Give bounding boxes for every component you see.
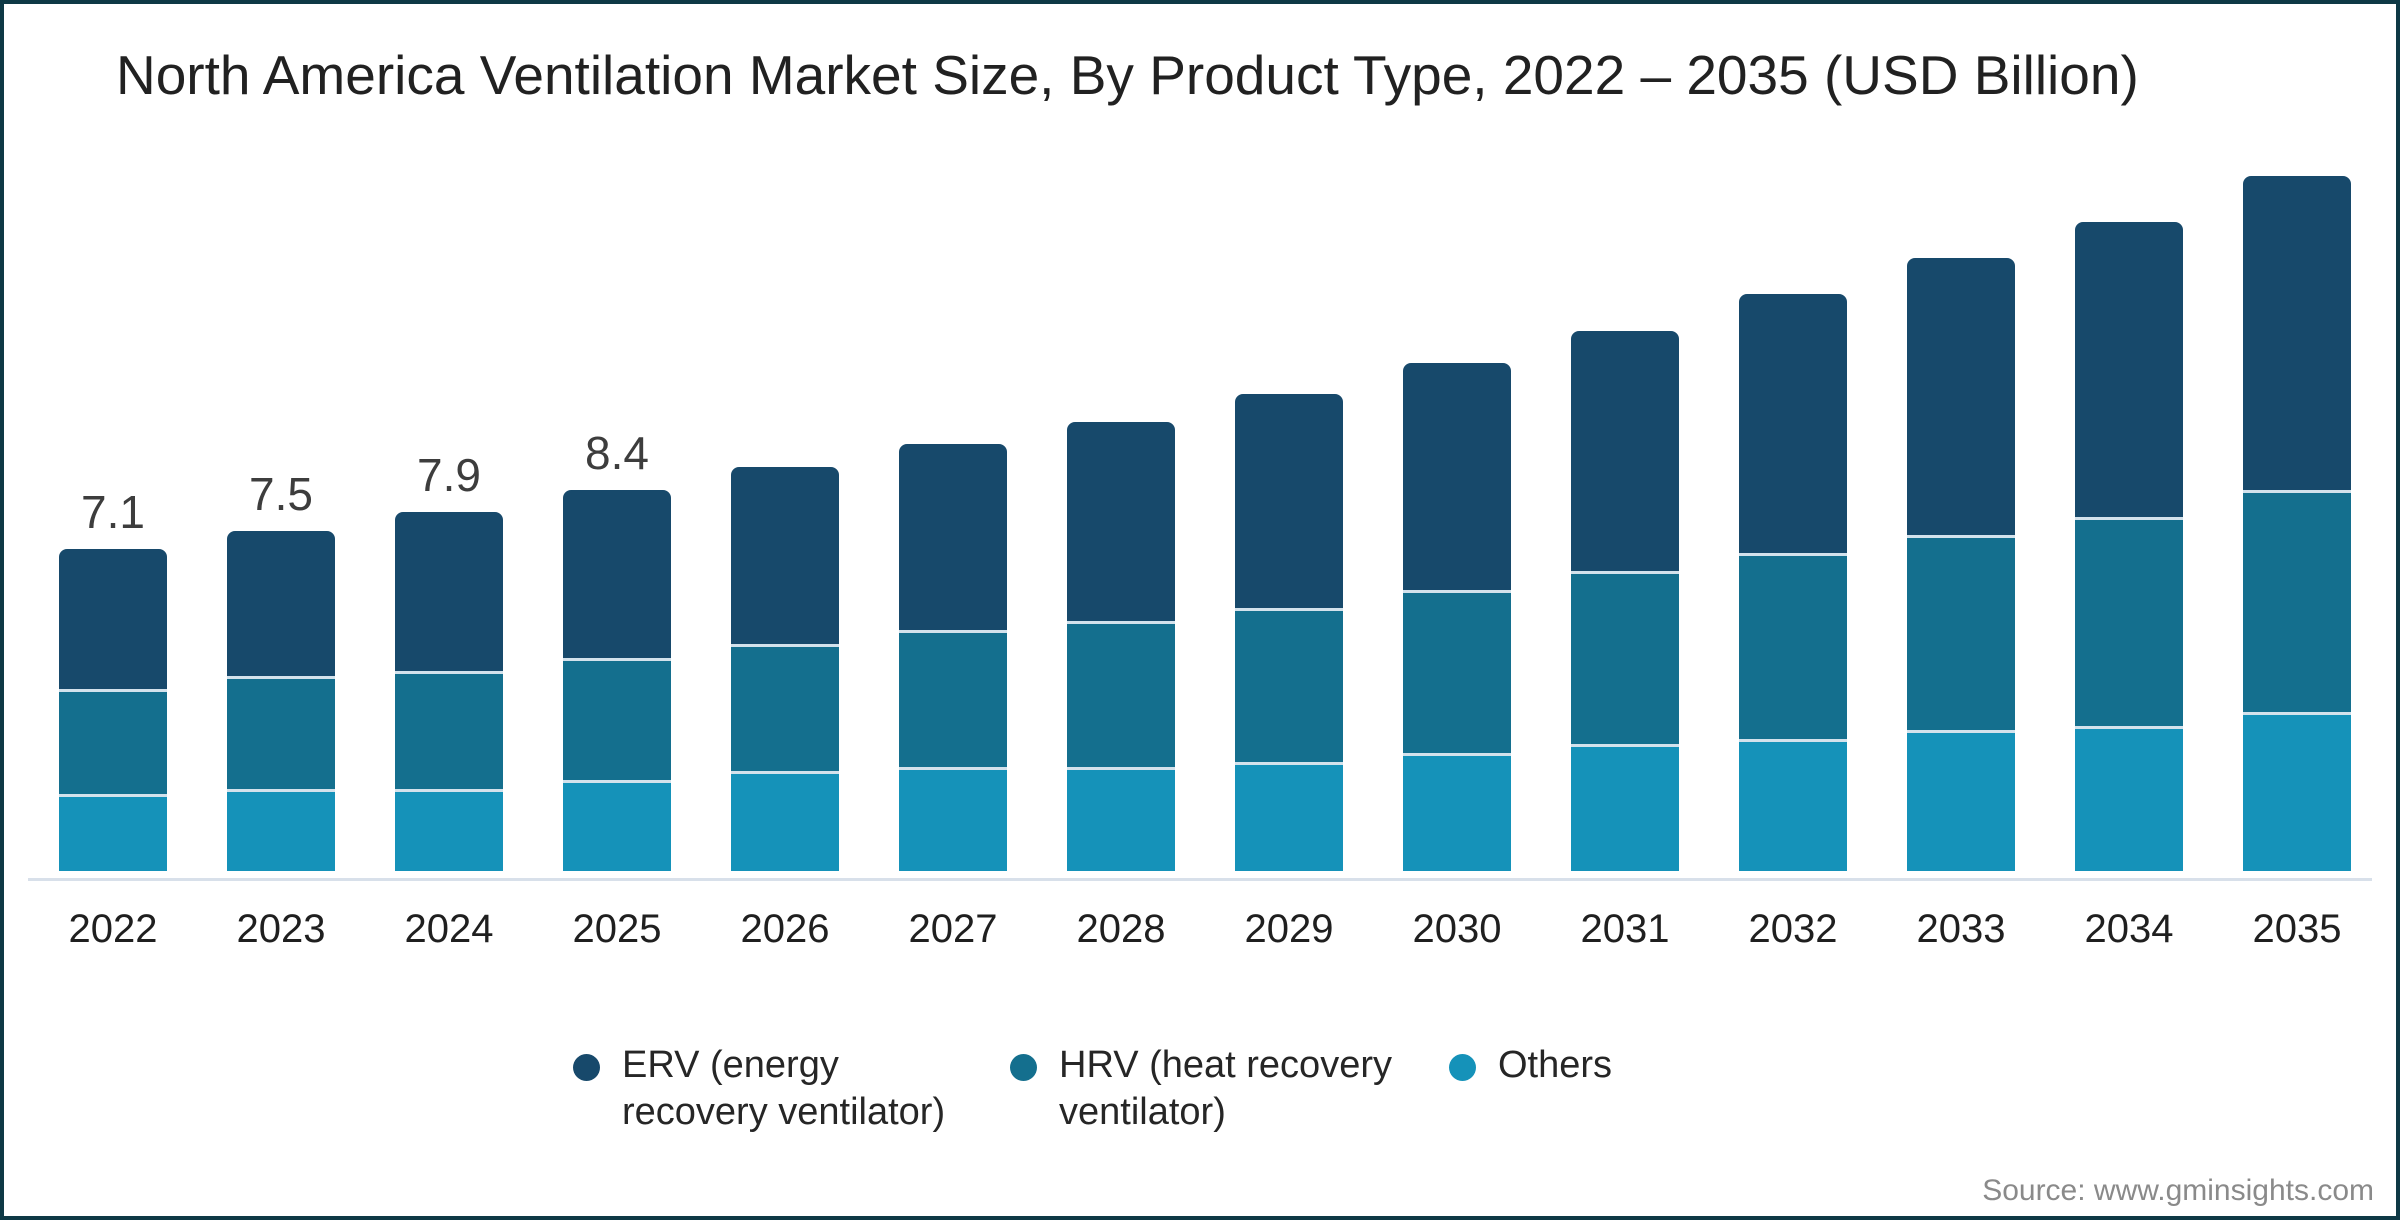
x-axis-label-2034: 2034	[2084, 907, 2174, 951]
bar-segment-hrv-2031	[1571, 571, 1679, 744]
bar-segment-others-2035	[2243, 712, 2351, 871]
x-axis-label-2027: 2027	[908, 907, 998, 951]
bar-segment-hrv-2022	[59, 689, 167, 794]
bar-segment-hrv-2025	[563, 657, 671, 781]
bar-segment-hrv-2026	[731, 644, 839, 772]
bar-segment-erv-2028	[1067, 421, 1175, 622]
bar-segment-hrv-2024	[395, 671, 503, 790]
legend-label-others: Others	[1498, 1042, 1612, 1089]
bar-2022	[59, 548, 167, 871]
x-axis-label-2030: 2030	[1412, 907, 1502, 951]
legend-swatch-erv-icon	[573, 1054, 600, 1081]
bar-segment-others-2030	[1403, 752, 1511, 871]
bar-segment-erv-2026	[731, 466, 839, 644]
bar-segment-hrv-2032	[1739, 553, 1847, 740]
legend-label-others-line1: Others	[1498, 1044, 1613, 1086]
bar-segment-others-2028	[1067, 766, 1175, 871]
bar-segment-others-2026	[731, 771, 839, 871]
bar-segment-erv-2035	[2243, 176, 2351, 490]
bar-2030	[1403, 362, 1511, 871]
bar-segment-erv-2025	[563, 489, 671, 658]
legend-label-hrv-line2: ventilator)	[1059, 1091, 1226, 1133]
x-axis-label-2035: 2035	[2252, 907, 2342, 951]
bar-segment-others-2032	[1739, 739, 1847, 871]
bar-segment-erv-2034	[2075, 221, 2183, 517]
bar-segment-erv-2027	[899, 444, 1007, 631]
bar-2028	[1067, 421, 1175, 871]
bar-2024	[395, 512, 503, 871]
bar-segment-hrv-2035	[2243, 489, 2351, 713]
bar-segment-erv-2029	[1235, 394, 1343, 608]
bar-2031	[1571, 330, 1679, 871]
bar-segment-others-2033	[1907, 730, 2015, 871]
legend-swatch-others-icon	[1449, 1054, 1476, 1081]
bar-value-label-2025: 8.4	[585, 426, 649, 479]
bar-segment-others-2024	[395, 789, 503, 871]
x-axis-label-2029: 2029	[1244, 907, 1334, 951]
plot-area: 7.1 2022 7.5 2023 7.9 2024 8.4 2025 2026 2027 2028…	[4, 4, 2396, 1216]
bar-2034	[2075, 221, 2183, 871]
bar-segment-hrv-2023	[227, 675, 335, 790]
x-axis-label-2026: 2026	[740, 907, 830, 951]
bar-segment-erv-2022	[59, 548, 167, 690]
source-note: Source: www.gminsights.com	[1982, 1174, 2374, 1207]
bar-2032	[1739, 294, 1847, 871]
x-axis-label-2033: 2033	[1916, 907, 2006, 951]
bar-segment-erv-2024	[395, 512, 503, 672]
chart-title: North America Ventilation Market Size, B…	[116, 44, 2139, 106]
bar-segment-erv-2023	[227, 530, 335, 676]
bar-segment-erv-2030	[1403, 362, 1511, 590]
legend-item-hrv: HRV (heat recovery ventilator)	[1010, 1042, 1392, 1136]
legend-swatch-hrv-icon	[1010, 1054, 1037, 1081]
legend-label-erv: ERV (energy recovery ventilator)	[622, 1042, 945, 1136]
bar-segment-hrv-2033	[1907, 535, 2015, 731]
bar-value-label-2022: 7.1	[81, 485, 145, 538]
bar-value-label-2023: 7.5	[249, 467, 313, 520]
bar-2023	[227, 530, 335, 872]
x-axis-line	[28, 878, 2372, 881]
bar-segment-others-2034	[2075, 725, 2183, 871]
bar-segment-hrv-2029	[1235, 607, 1343, 763]
bar-segment-others-2022	[59, 793, 167, 871]
x-axis-label-2028: 2028	[1076, 907, 1166, 951]
bar-segment-others-2031	[1571, 743, 1679, 871]
bar-value-label-2024: 7.9	[417, 449, 481, 502]
bar-2027	[899, 444, 1007, 871]
x-axis-label-2023: 2023	[236, 907, 326, 951]
bar-2033	[1907, 258, 2015, 871]
bar-segment-hrv-2028	[1067, 621, 1175, 767]
bar-2026	[731, 466, 839, 871]
x-axis-label-2031: 2031	[1580, 907, 1670, 951]
bar-segment-hrv-2027	[899, 630, 1007, 767]
legend-item-others: Others	[1449, 1042, 1612, 1089]
bar-segment-hrv-2034	[2075, 516, 2183, 726]
legend-label-hrv: HRV (heat recovery ventilator)	[1059, 1042, 1392, 1136]
bar-2025	[563, 489, 671, 871]
x-axis-label-2025: 2025	[572, 907, 662, 951]
bar-segment-others-2029	[1235, 762, 1343, 871]
bar-segment-hrv-2030	[1403, 589, 1511, 753]
legend-label-hrv-line1: HRV (heat recovery	[1059, 1044, 1392, 1086]
legend-label-erv-line1: ERV (energy	[622, 1044, 839, 1086]
x-axis-label-2024: 2024	[404, 907, 494, 951]
x-axis-label-2032: 2032	[1748, 907, 1838, 951]
bar-segment-erv-2032	[1739, 294, 1847, 554]
bar-segment-erv-2033	[1907, 258, 2015, 536]
legend-item-erv: ERV (energy recovery ventilator)	[573, 1042, 945, 1136]
legend: ERV (energy recovery ventilator) HRV (he…	[4, 4, 2396, 1216]
bar-2029	[1235, 394, 1343, 871]
bar-segment-others-2023	[227, 789, 335, 871]
legend-label-erv-line2: recovery ventilator)	[622, 1091, 946, 1133]
bar-segment-others-2027	[899, 766, 1007, 871]
bar-segment-others-2025	[563, 780, 671, 871]
bar-segment-erv-2031	[1571, 330, 1679, 572]
x-axis-label-2022: 2022	[68, 907, 158, 951]
bar-2035	[2243, 176, 2351, 871]
